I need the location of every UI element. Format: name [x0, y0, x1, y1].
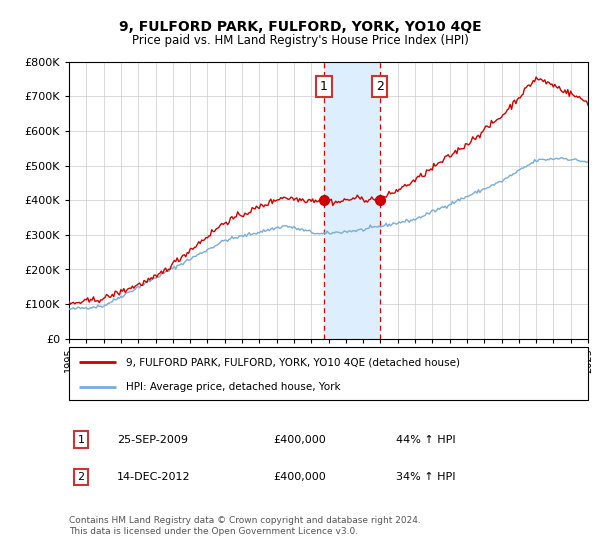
Text: Contains HM Land Registry data © Crown copyright and database right 2024.
This d: Contains HM Land Registry data © Crown c… — [69, 516, 421, 536]
Text: Price paid vs. HM Land Registry's House Price Index (HPI): Price paid vs. HM Land Registry's House … — [131, 34, 469, 46]
FancyBboxPatch shape — [69, 347, 588, 400]
Text: 25-SEP-2009: 25-SEP-2009 — [117, 435, 188, 445]
Text: 2: 2 — [77, 472, 85, 482]
Bar — [324, 62, 380, 339]
Text: 2: 2 — [376, 80, 383, 93]
Text: £400,000: £400,000 — [273, 472, 326, 482]
Text: 1: 1 — [77, 435, 85, 445]
Text: 9, FULFORD PARK, FULFORD, YORK, YO10 4QE: 9, FULFORD PARK, FULFORD, YORK, YO10 4QE — [119, 20, 481, 34]
Text: 9, FULFORD PARK, FULFORD, YORK, YO10 4QE (detached house): 9, FULFORD PARK, FULFORD, YORK, YO10 4QE… — [126, 357, 460, 367]
Text: 34% ↑ HPI: 34% ↑ HPI — [396, 472, 455, 482]
Text: 14-DEC-2012: 14-DEC-2012 — [117, 472, 191, 482]
Text: HPI: Average price, detached house, York: HPI: Average price, detached house, York — [126, 382, 341, 392]
Text: 1: 1 — [320, 80, 328, 93]
Text: £400,000: £400,000 — [273, 435, 326, 445]
Text: 44% ↑ HPI: 44% ↑ HPI — [396, 435, 455, 445]
